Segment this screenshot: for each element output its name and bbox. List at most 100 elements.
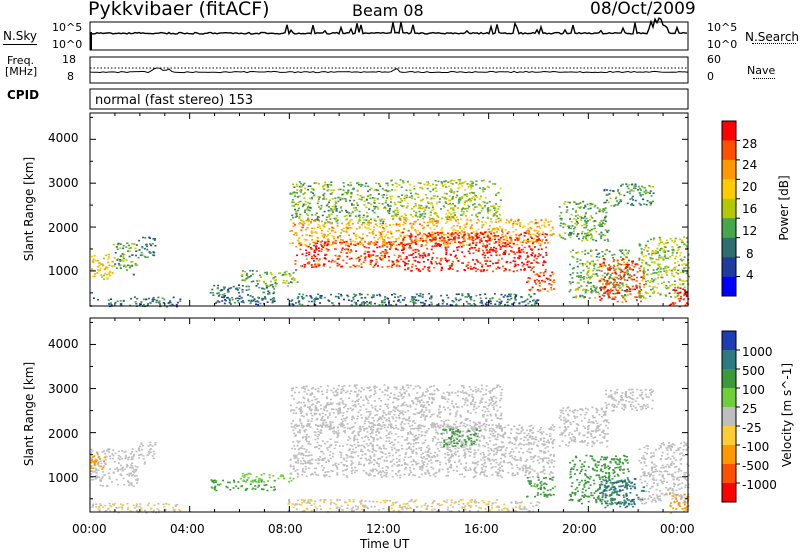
noise-right-tick-top: 10^5 bbox=[707, 21, 738, 34]
nave-label: Nave bbox=[747, 64, 776, 77]
velocity-colorbar-swatch bbox=[722, 445, 736, 465]
velocity-heatmap-cells bbox=[90, 384, 690, 514]
cpid-label: CPID bbox=[7, 88, 40, 102]
velocity-colorbar-swatch bbox=[722, 388, 736, 408]
site-title: Pykkvibaer (fitACF) bbox=[88, 0, 270, 20]
velocity-cbar-tick-m100: -100 bbox=[742, 440, 770, 454]
velocity-region-1 bbox=[90, 448, 140, 487]
velocity-region-6 bbox=[289, 384, 504, 430]
velocity-cbar-tick-1000: 1000 bbox=[742, 345, 773, 359]
axis-ticks bbox=[89, 113, 689, 512]
power-cbar-tick-24: 24 bbox=[742, 158, 758, 172]
power-region-11 bbox=[287, 292, 540, 307]
velocity-region-8 bbox=[440, 428, 481, 448]
velocity-ytick-3000: 3000 bbox=[48, 382, 79, 396]
power-region-6 bbox=[289, 181, 391, 225]
velocity-region-13 bbox=[568, 454, 631, 505]
xtick-label-3: 12:00 bbox=[366, 522, 401, 536]
power-region-14 bbox=[603, 183, 655, 207]
velocity-cbar-tick-m25: -25 bbox=[742, 421, 762, 435]
power-cbar-tick-20: 20 bbox=[742, 180, 758, 194]
power-colorbar-frame bbox=[721, 120, 737, 297]
power-region-3 bbox=[137, 236, 157, 259]
nsearch-dots bbox=[752, 43, 796, 44]
power-cbar-tick-4: 4 bbox=[746, 268, 754, 282]
power-colorbar-swatch bbox=[722, 198, 736, 219]
power-ytick-2000: 2000 bbox=[48, 221, 79, 235]
velocity-region-15 bbox=[638, 441, 690, 505]
power-region-4 bbox=[209, 284, 276, 306]
power-ytick-1000: 1000 bbox=[48, 264, 79, 278]
velocity-colorbar-swatch bbox=[722, 426, 736, 446]
velocity-region-11 bbox=[558, 406, 610, 448]
velocity-colorbar-frame bbox=[721, 330, 737, 503]
power-region-12 bbox=[526, 271, 556, 293]
power-cbar-label: Power [dB] bbox=[777, 175, 791, 241]
power-colorbar-swatch bbox=[722, 121, 736, 141]
top-strip-traces bbox=[89, 17, 689, 74]
freq-label-2: [MHz] bbox=[5, 65, 38, 78]
xtick-label-5: 20:00 bbox=[562, 522, 597, 536]
velocity-region-7 bbox=[289, 423, 556, 479]
frequency-trace bbox=[89, 67, 689, 74]
velocity-ytick-4000: 4000 bbox=[48, 337, 79, 351]
power-cbar-tick-28: 28 bbox=[742, 137, 758, 151]
power-region-2 bbox=[112, 242, 139, 276]
nsky-label: N.Sky bbox=[3, 29, 38, 45]
nave-tick-bottom: 0 bbox=[707, 70, 714, 83]
power-colorbar-swatch bbox=[722, 159, 736, 180]
xtick-label-0: 00:00 bbox=[72, 522, 107, 536]
velocity-cbar-tick-m500: -500 bbox=[742, 459, 770, 473]
nave-tick-top: 60 bbox=[707, 53, 721, 66]
power-region-1 bbox=[91, 253, 114, 280]
velocity-region-14 bbox=[599, 476, 646, 509]
power-region-15 bbox=[568, 249, 630, 299]
power-cbar-tick-12: 12 bbox=[742, 224, 758, 238]
velocity-region-0 bbox=[91, 502, 182, 514]
cpid-value: normal (fast stereo) 153 bbox=[95, 93, 254, 108]
noise-left-tick-top: 10^5 bbox=[52, 21, 83, 34]
power-colorbar-swatch bbox=[722, 257, 736, 277]
velocity-region-2 bbox=[90, 452, 107, 472]
velocity-colorbar-swatch bbox=[722, 464, 736, 484]
noise-right-tick-bottom: 10^0 bbox=[707, 38, 738, 51]
power-region-13 bbox=[558, 200, 610, 242]
velocity-cbar-tick-25: 25 bbox=[742, 402, 758, 416]
power-region-7 bbox=[389, 179, 502, 220]
velocity-colorbar-swatch bbox=[722, 483, 736, 503]
velocity-cbar-label: Velocity [m s^-1] bbox=[780, 362, 794, 468]
velocity-colorbar-swatch bbox=[722, 407, 736, 427]
power-heatmap-cells bbox=[90, 179, 690, 308]
power-colorbar-swatch bbox=[722, 237, 736, 258]
colorbars bbox=[721, 120, 740, 503]
cpid-strip-frame bbox=[89, 88, 689, 110]
power-colorbar-swatch bbox=[722, 140, 736, 161]
power-colorbar-swatch bbox=[722, 276, 736, 297]
velocity-region-10 bbox=[526, 476, 557, 498]
velocity-colorbar-swatch bbox=[722, 369, 736, 389]
velocity-region-3 bbox=[137, 441, 157, 465]
xtick-label-4: 16:00 bbox=[464, 522, 499, 536]
xtick-label-2: 08:00 bbox=[268, 522, 303, 536]
power-ylabel: Slant Range [km] bbox=[22, 156, 36, 262]
power-region-17 bbox=[638, 236, 690, 299]
velocity-cbar-tick-500: 500 bbox=[742, 364, 765, 378]
velocity-region-5 bbox=[239, 472, 295, 483]
noise-sky-trace bbox=[90, 17, 687, 36]
power-colorbar-swatch bbox=[722, 179, 736, 199]
xtick-label-6: 00:00 bbox=[660, 522, 695, 536]
power-cbar-tick-16: 16 bbox=[742, 202, 758, 216]
freq-tick-top: 18 bbox=[62, 53, 76, 66]
velocity-panel-frame bbox=[89, 317, 689, 513]
date-title: 08/Oct/2009 bbox=[590, 0, 696, 19]
power-ytick-4000: 4000 bbox=[48, 131, 79, 145]
freq-strip-frame bbox=[89, 56, 689, 84]
power-colorbar-swatch bbox=[722, 218, 736, 238]
noise-left-tick-bottom: 10^0 bbox=[52, 38, 83, 51]
velocity-ytick-1000: 1000 bbox=[48, 471, 79, 485]
xtick-label-1: 04:00 bbox=[170, 522, 205, 536]
velocity-colorbar-swatch bbox=[722, 331, 736, 351]
velocity-cbar-tick-m1000: -1000 bbox=[742, 478, 777, 492]
nsearch-label: N.Search bbox=[745, 30, 800, 44]
